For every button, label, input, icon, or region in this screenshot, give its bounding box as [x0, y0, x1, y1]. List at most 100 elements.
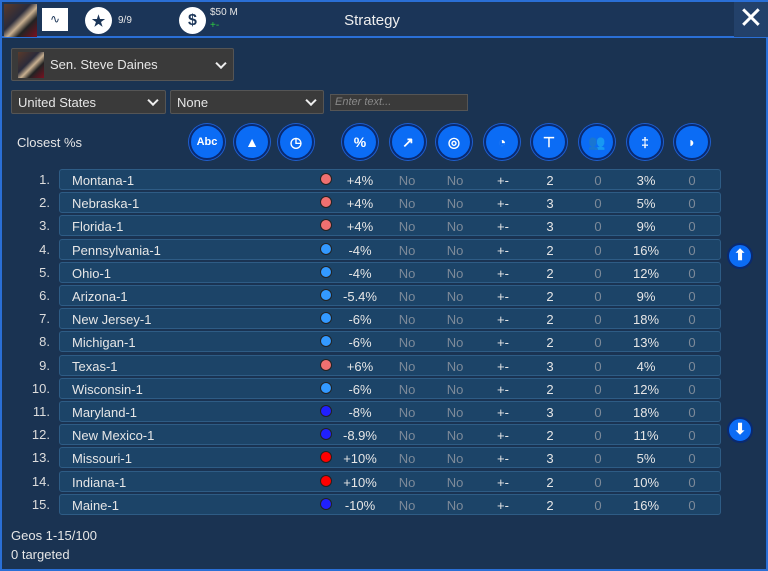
- sort-label: Closest %s: [17, 135, 83, 150]
- target-icon[interactable]: ◎: [436, 124, 472, 160]
- row-rank: 4.: [39, 241, 50, 257]
- star-icon[interactable]: ★: [85, 7, 112, 34]
- table-row[interactable]: Maryland-1 -8% No No +- 3 0 18% 0: [59, 401, 721, 422]
- row-rank: 3.: [39, 218, 50, 234]
- cell-c3: +-: [497, 474, 509, 490]
- table-row[interactable]: New Mexico-1 -8.9% No No +- 2 0 11% 0: [59, 424, 721, 446]
- gold-bars-icon[interactable]: ▲: [234, 124, 270, 160]
- table-row[interactable]: New Jersey-1 -6% No No +- 2 0 18% 0: [59, 308, 721, 330]
- map-icon[interactable]: ∿: [42, 8, 68, 31]
- cell-c1: No: [398, 242, 416, 258]
- subregion-value: None: [177, 94, 209, 110]
- cell-c3: +-: [497, 451, 509, 467]
- cell-c5: 0: [594, 405, 602, 420]
- cell-c1: No: [398, 428, 416, 444]
- lean-dot: [320, 312, 332, 325]
- cell-c2: No: [446, 312, 464, 328]
- geo-name: Missouri-1: [72, 451, 132, 467]
- table-row[interactable]: Wisconsin-1 -6% No No +- 2 0 12% 0: [59, 377, 721, 399]
- subregion-dropdown[interactable]: None: [170, 90, 324, 114]
- cell-c7: 0: [688, 358, 696, 374]
- lean-dot: [320, 428, 332, 441]
- cell-c2: No: [446, 242, 464, 258]
- candidate-portrait[interactable]: [4, 4, 37, 37]
- table-row[interactable]: Florida-1 +4% No No +- 3 0 9% 0: [59, 215, 721, 237]
- table-row[interactable]: Michigan-1 -6% No No +- 2 0 13% 0: [59, 331, 721, 353]
- cell-pct: +4%: [346, 196, 374, 212]
- cell-c3: +-: [497, 312, 509, 328]
- cell-pct: -4%: [348, 242, 372, 258]
- signpost-icon[interactable]: ‡: [627, 124, 663, 160]
- cell-c2: No: [446, 451, 464, 467]
- stars-count: 9/9: [118, 15, 132, 26]
- table-row[interactable]: Arizona-1 -5.4% No No +- 2 0 9% 0: [59, 285, 721, 306]
- cell-c7: 0: [688, 451, 696, 467]
- candidate-dropdown[interactable]: Sen. Steve Daines: [11, 48, 234, 81]
- cell-c1: No: [398, 265, 416, 281]
- geo-name: Maryland-1: [72, 405, 138, 420]
- cell-c7: 0: [688, 335, 696, 351]
- page-title: Strategy: [344, 12, 400, 29]
- cell-c5: 0: [594, 173, 602, 188]
- table-row[interactable]: Ohio-1 -4% No No +- 2 0 12% 0: [59, 261, 721, 283]
- lean-dot: [320, 219, 332, 232]
- cell-c6: 16%: [632, 242, 660, 258]
- satellite-dish-icon[interactable]: ◗: [674, 124, 710, 160]
- geo-name: Michigan-1: [72, 335, 136, 351]
- scroll-down-button[interactable]: ⬇: [727, 417, 753, 443]
- cell-c1: No: [398, 312, 416, 328]
- cell-c3: +-: [497, 428, 509, 444]
- cell-c2: No: [446, 265, 464, 281]
- cell-c6: 4%: [636, 358, 656, 374]
- chevron-down-icon: [305, 94, 317, 107]
- cell-c5: 0: [594, 196, 602, 212]
- cell-c5: 0: [594, 428, 602, 444]
- close-button[interactable]: ✕: [734, 2, 768, 37]
- cell-c5: 0: [594, 358, 602, 374]
- cell-c3: +-: [497, 358, 509, 374]
- table-row[interactable]: Montana-1 +4% No No +- 2 0 3% 0: [59, 169, 721, 190]
- cell-c6: 5%: [636, 451, 656, 467]
- lean-dot: [320, 497, 332, 510]
- search-input[interactable]: Enter text...: [330, 94, 468, 111]
- table-row[interactable]: Nebraska-1 +4% No No +- 3 0 5% 0: [59, 192, 721, 214]
- geo-name: Montana-1: [72, 173, 135, 188]
- table-row[interactable]: Texas-1 +6% No No +- 3 0 4% 0: [59, 354, 721, 376]
- cell-pct: -10%: [344, 497, 376, 513]
- cell-pct: +10%: [343, 474, 377, 490]
- people-icon[interactable]: 👥: [579, 124, 615, 160]
- cell-c2: No: [446, 497, 464, 513]
- stopwatch-icon[interactable]: ◷: [278, 124, 314, 160]
- cell-c3: +-: [497, 335, 509, 351]
- cell-c2: No: [446, 428, 464, 444]
- cell-c6: 5%: [636, 196, 656, 212]
- lean-dot: [320, 242, 332, 255]
- speedometer-icon[interactable]: ◔: [484, 124, 520, 160]
- cell-c6: 10%: [632, 474, 660, 490]
- row-rank: 13.: [31, 450, 50, 466]
- abc-icon[interactable]: Abc: [189, 124, 225, 160]
- geo-range: Geos 1-15/100: [11, 528, 98, 543]
- lean-dot: [320, 196, 332, 209]
- cell-c7: 0: [688, 289, 696, 304]
- cell-c4: 2: [546, 381, 554, 397]
- table-row[interactable]: Missouri-1 +10% No No +- 3 0 5% 0: [59, 447, 721, 469]
- trend-chart-icon[interactable]: ↗: [390, 124, 426, 160]
- table-row[interactable]: Indiana-1 +10% No No +- 2 0 10% 0: [59, 470, 721, 492]
- cell-c4: 3: [546, 451, 554, 467]
- cell-c3: +-: [497, 173, 509, 188]
- table-row[interactable]: Pennsylvania-1 -4% No No +- 2 0 16% 0: [59, 238, 721, 260]
- dollar-icon[interactable]: $: [179, 7, 206, 34]
- cell-c5: 0: [594, 381, 602, 397]
- cell-c6: 12%: [632, 381, 660, 397]
- cell-c2: No: [446, 289, 464, 304]
- region-dropdown[interactable]: United States: [11, 90, 166, 114]
- geo-name: Arizona-1: [72, 289, 128, 304]
- percent-icon[interactable]: %: [342, 124, 378, 160]
- scroll-up-button[interactable]: ⬆: [727, 243, 753, 269]
- cell-c4: 3: [546, 196, 554, 212]
- cell-c5: 0: [594, 474, 602, 490]
- table-row[interactable]: Maine-1 -10% No No +- 2 0 16% 0: [59, 493, 721, 515]
- lean-dot: [320, 451, 332, 464]
- org-chart-icon[interactable]: ⊤: [531, 124, 567, 160]
